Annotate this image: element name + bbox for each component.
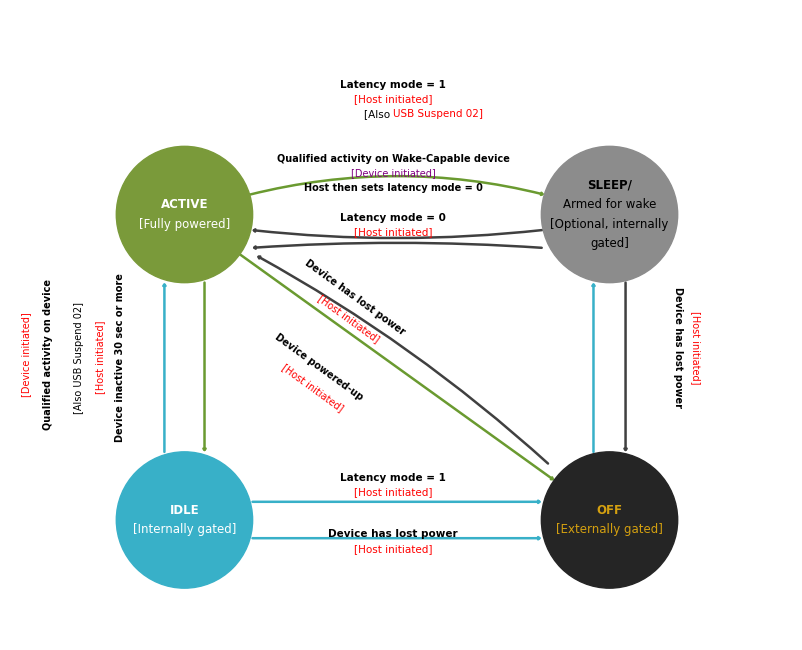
Text: [Host initiated]: [Host initiated] [354, 94, 432, 105]
Text: Device powered-up: Device powered-up [273, 332, 365, 402]
Ellipse shape [541, 146, 678, 283]
Ellipse shape [541, 452, 678, 588]
Text: SLEEP/: SLEEP/ [587, 179, 632, 192]
Text: Device has lost power: Device has lost power [303, 257, 407, 337]
Text: [Externally gated]: [Externally gated] [556, 523, 663, 536]
Text: ACTIVE: ACTIVE [160, 198, 209, 211]
Text: [Host initiated]: [Host initiated] [280, 363, 346, 413]
Text: [Device initiated]: [Device initiated] [22, 312, 31, 396]
Text: [Host initiated]: [Host initiated] [691, 311, 701, 385]
Text: Armed for wake: Armed for wake [563, 198, 656, 211]
Text: [Device initiated]: [Device initiated] [350, 168, 435, 179]
Text: Latency mode = 1: Latency mode = 1 [340, 79, 446, 90]
Text: [Host initiated]: [Host initiated] [354, 227, 432, 237]
Text: Device inactive 30 sec or more: Device inactive 30 sec or more [115, 273, 125, 442]
Text: USB Suspend 02]: USB Suspend 02] [393, 109, 483, 120]
Text: [Host initiated]: [Host initiated] [95, 320, 105, 395]
Text: [Host initiated]: [Host initiated] [354, 543, 432, 554]
Text: gated]: gated] [590, 237, 629, 250]
Text: OFF: OFF [597, 504, 622, 517]
Ellipse shape [116, 146, 253, 283]
Text: Host then sets latency mode = 0: Host then sets latency mode = 0 [303, 183, 483, 193]
Text: Qualified activity on Wake-Capable device: Qualified activity on Wake-Capable devic… [277, 154, 509, 164]
Text: [Host initiated]: [Host initiated] [354, 487, 432, 497]
Text: [Also: [Also [363, 109, 393, 120]
Text: [Host initiated]: [Host initiated] [316, 293, 382, 344]
Text: Latency mode = 0: Latency mode = 0 [340, 213, 446, 223]
Text: [Internally gated]: [Internally gated] [133, 523, 236, 536]
Text: [Also USB Suspend 02]: [Also USB Suspend 02] [74, 302, 83, 413]
Text: [Fully powered]: [Fully powered] [139, 218, 230, 231]
Text: Device has lost power: Device has lost power [673, 287, 683, 408]
Text: Device has lost power: Device has lost power [328, 529, 458, 539]
Text: IDLE: IDLE [170, 504, 199, 517]
Text: [Optional, internally: [Optional, internally [550, 218, 669, 231]
Ellipse shape [116, 452, 253, 588]
Text: Qualified activity on device: Qualified activity on device [43, 279, 53, 430]
Text: Latency mode = 1: Latency mode = 1 [340, 473, 446, 483]
